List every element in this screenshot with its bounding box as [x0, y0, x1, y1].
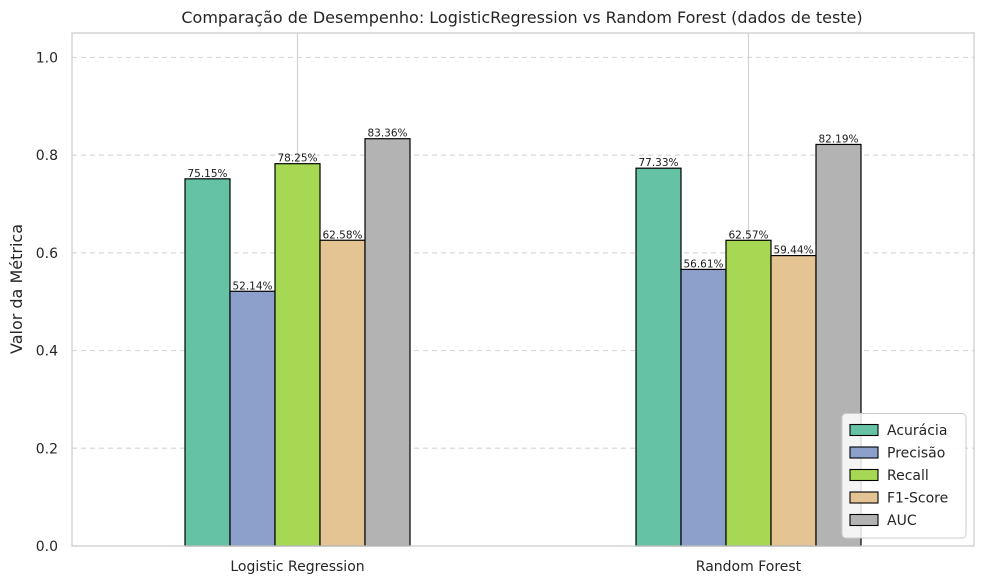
bar	[229, 290, 276, 547]
legend-entry: Recall	[887, 468, 929, 484]
bar	[274, 163, 321, 547]
bars	[184, 138, 862, 547]
legend-swatch	[849, 423, 879, 437]
legend: Acurácia Precisão Recall F1-Score AUC	[841, 413, 967, 539]
legend-entry: Acurácia	[887, 423, 947, 439]
legend-swatch	[849, 446, 879, 459]
x-tick-label: Logistic Regression	[230, 559, 364, 575]
data-labels: 75.15% 77.33% 52.14% 56.61% 78.25% 62.57% 62.5…	[187, 128, 858, 293]
legend-box	[841, 413, 967, 539]
legend-swatch	[849, 468, 879, 482]
y-tick-label: 0.4	[36, 344, 58, 360]
bar-value-label: 56.61%	[683, 258, 723, 270]
legend-entry: AUC	[887, 513, 917, 529]
bar	[770, 254, 817, 547]
bar	[635, 167, 682, 547]
bar-value-label: 83.36%	[367, 128, 407, 140]
legend-entry: Precisão	[887, 446, 945, 462]
legend-swatch	[849, 513, 879, 527]
bar	[364, 138, 411, 547]
tick-labels: 0.0 0.2 0.4 0.6 0.8 1.0 Logistic Regression Ran…	[36, 50, 802, 575]
legend-entry: F1-Score	[887, 491, 948, 507]
bar	[680, 268, 727, 547]
bar	[725, 239, 772, 547]
bar	[319, 239, 366, 547]
plot-frame	[71, 32, 975, 547]
y-tick-label: 0.0	[36, 539, 58, 555]
bar-value-label: 52.14%	[232, 280, 272, 292]
x-tick-label: Random Forest	[696, 559, 802, 575]
y-tick-label: 0.8	[36, 148, 58, 164]
bar-value-label: 59.44%	[773, 245, 813, 257]
y-tick-label: 0.6	[36, 246, 58, 262]
bar-value-label: 75.15%	[187, 168, 227, 180]
bar	[184, 178, 231, 547]
y-tick-label: 0.2	[36, 441, 58, 457]
bar-value-label: 62.57%	[728, 229, 768, 241]
y-tick-label: 1.0	[36, 50, 58, 66]
bar-value-label: 78.25%	[277, 153, 317, 165]
chart-title: Comparação de Desempenho: LogisticRegres…	[181, 8, 862, 27]
bar-value-label: 62.58%	[322, 229, 362, 241]
bar-value-label: 82.19%	[818, 133, 858, 145]
legend-swatch	[849, 491, 879, 504]
bar-value-label: 77.33%	[638, 157, 678, 169]
y-axis-title: Valor da Métrica	[7, 224, 26, 354]
